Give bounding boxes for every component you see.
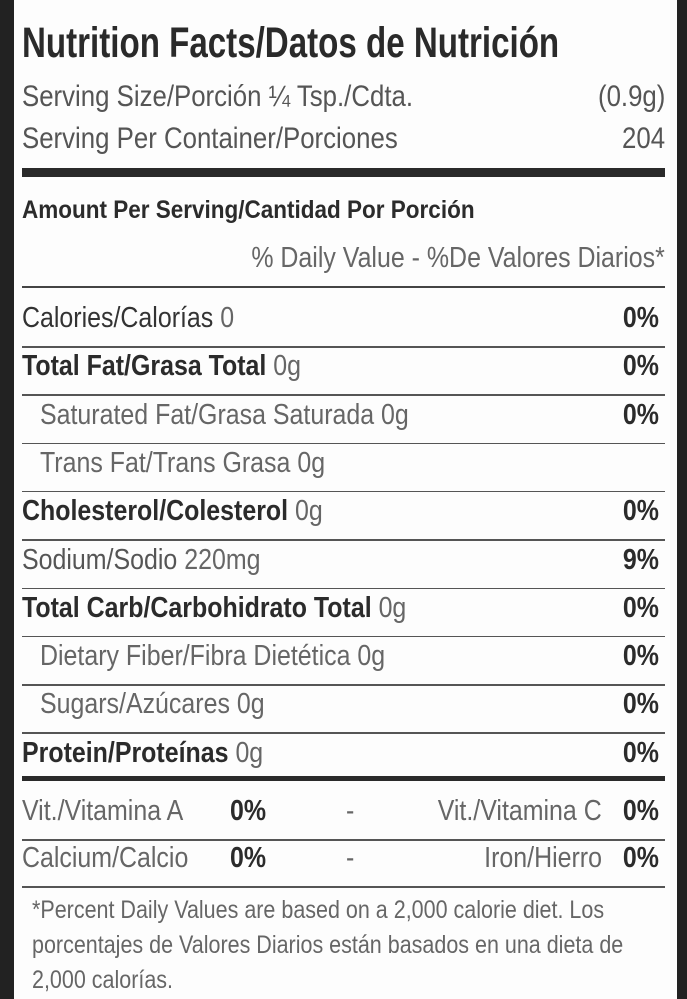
nutrient-amount: 0g xyxy=(357,640,386,673)
nutrient-amount: 0g xyxy=(236,688,265,721)
footnote: *Percent Daily Values are based on a 2,0… xyxy=(32,896,624,994)
thick-rule xyxy=(22,776,665,781)
rule xyxy=(22,839,665,841)
rule xyxy=(22,286,665,288)
nutrient-dv: 0% xyxy=(622,736,659,769)
nutrient-dv: 0% xyxy=(622,688,659,721)
nutrient-row: Sugars/Azúcares 0g xyxy=(40,690,265,719)
nutrient-row: Total Carb/Carbohidrato Total 0g xyxy=(22,591,407,624)
nutrient-name: Protein/Proteínas xyxy=(22,736,229,769)
nutrient-dv: 0% xyxy=(622,398,659,431)
nutrient-name: Cholesterol/Colesterol xyxy=(22,495,289,528)
rule xyxy=(22,490,665,493)
thick-rule xyxy=(22,168,665,177)
nutrient-name: Total Carb/Carbohidrato Total xyxy=(22,591,372,624)
spacer xyxy=(177,544,184,576)
rule xyxy=(22,442,665,445)
border xyxy=(677,0,687,999)
nutrient-dv: 0% xyxy=(622,302,659,334)
nutrient-row: Trans Fat/Trans Grasa 0g xyxy=(40,446,326,479)
amount-header: Amount Per Serving/Cantidad Por Porción xyxy=(22,196,475,224)
nutrient-amount: 0g xyxy=(273,350,302,383)
spacer xyxy=(230,688,237,720)
nutrient-amount: 0g xyxy=(297,446,326,479)
border xyxy=(0,0,14,999)
nutrient-name: Dietary Fiber/Fibra Dietética xyxy=(40,640,351,673)
nutrient-row: Total Fat/Grasa Total 0g xyxy=(22,352,301,381)
rule xyxy=(22,539,665,541)
vitamin-dv: 0% xyxy=(622,842,659,874)
serving-size-label: Serving Size/Porción ¼ Tsp./Cdta. xyxy=(22,80,414,113)
spacer xyxy=(374,399,381,431)
daily-value-header: % Daily Value - %De Valores Diarios* xyxy=(251,242,665,274)
nutrient-amount: 0g xyxy=(295,495,323,528)
nutrient-row: Dietary Fiber/Fibra Dietética 0g xyxy=(40,642,385,671)
rule xyxy=(22,587,665,589)
nutrient-amount: 0g xyxy=(378,591,407,624)
nutrient-row: Sodium/Sodio 220mg xyxy=(22,543,261,576)
nutrient-dv: 0% xyxy=(622,640,659,673)
nutrient-amount: 0g xyxy=(235,736,264,769)
nutrient-name: Sugars/Azúcares xyxy=(40,688,230,721)
nutrient-amount: 0g xyxy=(381,398,409,431)
nutrient-amount: 220mg xyxy=(184,543,261,576)
rule xyxy=(22,732,665,734)
title: Nutrition Facts/Datos de Nutrición xyxy=(22,19,560,67)
vitamin-dv: 0% xyxy=(622,795,659,827)
rule xyxy=(22,684,665,686)
nutrient-row: Saturated Fat/Grasa Saturada 0g xyxy=(40,398,409,431)
servings-label: Serving Per Container/Porciones xyxy=(22,122,398,155)
nutrient-amount: 0 xyxy=(220,302,235,334)
separator: - xyxy=(346,795,355,827)
rule xyxy=(22,635,665,638)
spacer xyxy=(372,592,379,624)
nutrient-dv: 9% xyxy=(622,543,659,576)
nutrient-name: Calories/Calorías xyxy=(22,302,214,334)
vitamin-name: Vit./Vitamina A xyxy=(22,795,184,827)
nutrient-dv: 0% xyxy=(622,591,659,624)
vitamin-dv: 0% xyxy=(230,795,267,827)
nutrient-row: Cholesterol/Colesterol 0g xyxy=(22,497,323,526)
nutrient-dv: 0% xyxy=(622,350,659,383)
separator: - xyxy=(346,842,355,874)
nutrient-name: Sodium/Sodio xyxy=(22,543,178,576)
rule xyxy=(22,886,665,888)
nutrient-row: Protein/Proteínas 0g xyxy=(22,736,264,769)
rule xyxy=(22,346,665,348)
vitamin-dv: 0% xyxy=(230,842,267,874)
vitamin-name: Calcium/Calcio xyxy=(22,842,189,874)
nutrient-name: Saturated Fat/Grasa Saturada xyxy=(40,398,375,431)
rule xyxy=(22,394,665,396)
nutrient-name: Trans Fat/Trans Grasa xyxy=(40,446,291,479)
nutrient-dv: 0% xyxy=(622,495,659,528)
servings-value: 204 xyxy=(621,122,665,155)
vitamin-name: Iron/Hierro xyxy=(484,842,602,874)
vitamin-name: Vit./Vitamina C xyxy=(437,795,602,827)
nutrient-row: Calories/Calorías 0 xyxy=(22,304,234,333)
nutrient-name: Total Fat/Grasa Total xyxy=(22,350,267,383)
serving-size-value: (0.9g) xyxy=(597,80,665,113)
